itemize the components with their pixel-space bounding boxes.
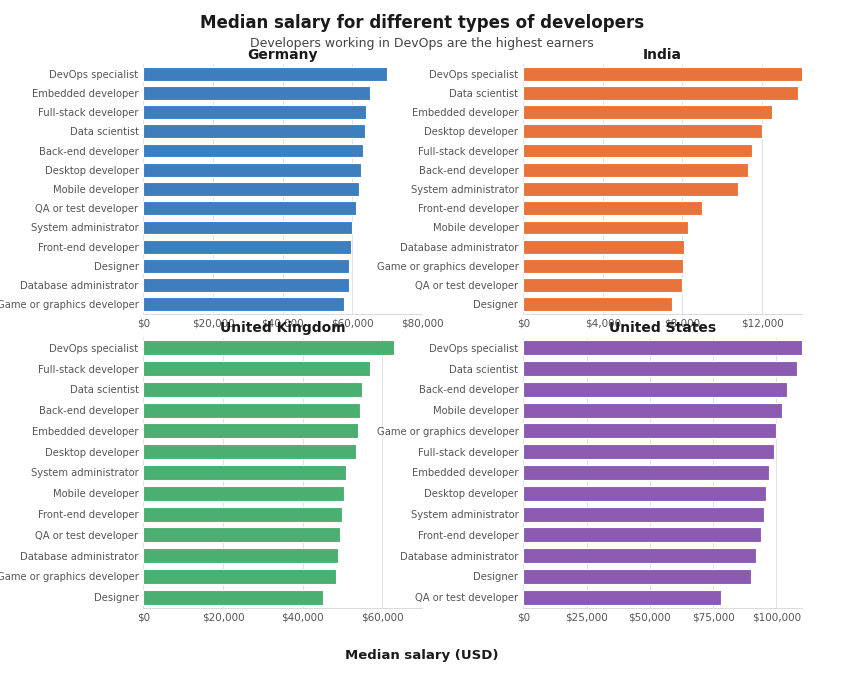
- Bar: [523, 144, 752, 157]
- Bar: [523, 444, 774, 459]
- Bar: [523, 403, 782, 418]
- Bar: [143, 221, 353, 234]
- Text: Median salary for different types of developers: Median salary for different types of dev…: [200, 14, 644, 32]
- Bar: [523, 124, 762, 138]
- Bar: [523, 201, 702, 215]
- Bar: [143, 361, 371, 376]
- Bar: [523, 105, 772, 119]
- Text: Median salary (USD): Median salary (USD): [345, 649, 499, 662]
- Bar: [523, 361, 797, 376]
- Bar: [523, 259, 684, 273]
- Bar: [523, 340, 802, 355]
- Bar: [143, 298, 344, 311]
- Bar: [523, 298, 673, 311]
- Title: United States: United States: [609, 321, 716, 335]
- Bar: [523, 527, 761, 542]
- Bar: [523, 182, 738, 196]
- Bar: [523, 163, 748, 177]
- Bar: [143, 124, 365, 138]
- Bar: [523, 465, 769, 480]
- Bar: [143, 201, 356, 215]
- Bar: [143, 423, 359, 439]
- Bar: [143, 465, 346, 480]
- Bar: [523, 67, 812, 80]
- Bar: [523, 86, 798, 100]
- Bar: [523, 506, 764, 522]
- Bar: [523, 423, 776, 439]
- Bar: [143, 444, 356, 459]
- Bar: [143, 182, 360, 196]
- Bar: [523, 278, 683, 292]
- Bar: [523, 240, 684, 254]
- Bar: [523, 548, 756, 563]
- Bar: [143, 105, 366, 119]
- Bar: [143, 590, 322, 605]
- Bar: [143, 259, 349, 273]
- Bar: [143, 67, 387, 80]
- Bar: [143, 340, 394, 355]
- Bar: [523, 590, 721, 605]
- Bar: [143, 86, 370, 100]
- Bar: [143, 403, 360, 418]
- Title: Germany: Germany: [247, 47, 318, 61]
- Text: Developers working in DevOps are the highest earners: Developers working in DevOps are the hig…: [250, 37, 594, 50]
- Bar: [143, 163, 361, 177]
- Bar: [143, 569, 337, 584]
- Bar: [143, 506, 343, 522]
- Bar: [143, 240, 350, 254]
- Title: United Kingdom: United Kingdom: [220, 321, 345, 335]
- Title: India: India: [643, 47, 682, 61]
- Bar: [143, 278, 349, 292]
- Bar: [523, 221, 689, 234]
- Bar: [523, 486, 766, 501]
- Bar: [523, 569, 751, 584]
- Bar: [143, 548, 338, 563]
- Bar: [143, 486, 344, 501]
- Bar: [143, 527, 340, 542]
- Bar: [143, 144, 363, 157]
- Bar: [523, 382, 787, 397]
- Bar: [143, 382, 362, 397]
